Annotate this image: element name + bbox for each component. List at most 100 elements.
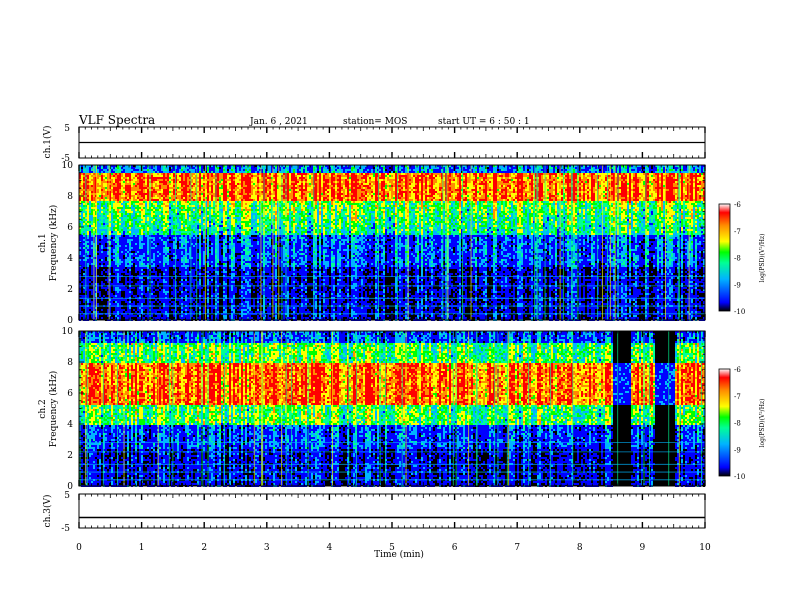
- spectrogram-cell: [129, 219, 131, 221]
- spectrogram-cell: [105, 221, 107, 223]
- spectrogram-cell: [125, 227, 127, 229]
- spectrogram-cell: [89, 211, 91, 213]
- spectrogram-cell: [143, 203, 145, 205]
- spectrogram-cell: [87, 253, 89, 255]
- spectrogram-cell: [103, 193, 105, 195]
- spectrogram-cell: [101, 193, 103, 195]
- spectrogram-cell: [89, 175, 91, 177]
- spectrogram-cell: [103, 203, 105, 205]
- spectrogram-cell: [101, 229, 103, 231]
- spectrogram-cell: [129, 289, 131, 291]
- spectrogram-cell: [111, 221, 113, 223]
- spectrogram-cell: [143, 241, 145, 243]
- spectrogram-cell: [83, 261, 85, 263]
- spectrogram-cell: [101, 299, 103, 301]
- spectrogram-cell: [81, 221, 83, 223]
- spectrogram-cell: [91, 303, 93, 305]
- spectrogram-cell: [83, 235, 85, 237]
- spectrogram-cell: [133, 189, 135, 191]
- spectrogram-cell: [141, 253, 143, 255]
- spectrogram-cell: [117, 309, 119, 311]
- spectrogram-cell: [139, 217, 141, 219]
- spectrogram-cell: [129, 263, 131, 265]
- spectrogram-cell: [129, 183, 131, 185]
- spectrogram-cell: [111, 303, 113, 305]
- spectrogram-cell: [127, 203, 129, 205]
- spectrogram-cell: [105, 183, 107, 185]
- spectrogram-cell: [119, 203, 121, 205]
- spectrogram-cell: [125, 183, 127, 185]
- spectrogram-cell: [115, 171, 117, 173]
- spectrogram-cell: [137, 283, 139, 285]
- spectrogram-cell: [89, 171, 91, 173]
- spectrogram-cell: [135, 181, 137, 183]
- spectrogram-cell: [87, 173, 89, 175]
- spectrogram-cell: [97, 209, 99, 211]
- spectrogram-cell: [135, 311, 137, 313]
- spectrogram-cell: [115, 251, 117, 253]
- figure-title: VLF Spectra: [78, 113, 155, 127]
- spectrogram-cell: [119, 181, 121, 183]
- spectrogram-cell: [143, 243, 145, 245]
- spectrogram-cell: [127, 209, 129, 211]
- spectrogram-cell: [129, 217, 131, 219]
- spectrogram-cell: [117, 245, 119, 247]
- spectrogram-cell: [139, 253, 141, 255]
- spectrogram-cell: [121, 197, 123, 199]
- spectrogram-cell: [83, 197, 85, 199]
- spectrogram-cell: [143, 197, 145, 199]
- spectrogram-cell: [113, 177, 115, 179]
- spectrogram-cell: [119, 281, 121, 283]
- spectrogram-cell: [117, 237, 119, 239]
- spectrogram-cell: [127, 241, 129, 243]
- spectrogram-cell: [131, 225, 133, 227]
- spectrogram-cell: [117, 203, 119, 205]
- spectrogram-cell: [103, 215, 105, 217]
- spectrogram-cell: [111, 223, 113, 225]
- spectrogram-cell: [133, 253, 135, 255]
- spectrogram-cell: [113, 169, 115, 171]
- spectrogram-cell: [125, 239, 127, 241]
- spectrogram-cell: [117, 249, 119, 251]
- spectrogram-cell: [87, 301, 89, 303]
- spectrogram-cell: [139, 215, 141, 217]
- spectrogram-cell: [91, 289, 93, 291]
- spectrogram-cell: [119, 221, 121, 223]
- spectrogram-cell: [117, 235, 119, 237]
- spectrogram-cell: [127, 255, 129, 257]
- spectrogram-cell: [91, 199, 93, 201]
- spectrogram-cell: [111, 283, 113, 285]
- spectrogram-cell: [87, 217, 89, 219]
- spectrogram-cell: [135, 217, 137, 219]
- spectrogram-cell: [115, 169, 117, 171]
- spectrogram-cell: [121, 227, 123, 229]
- spectrogram-cell: [129, 227, 131, 229]
- spectrogram-cell: [127, 235, 129, 237]
- spectrogram-cell: [131, 185, 133, 187]
- spectrogram-cell: [125, 273, 127, 275]
- spectrogram-cell: [131, 255, 133, 257]
- spectrogram-cell: [89, 247, 91, 249]
- spectrogram-cell: [119, 183, 121, 185]
- spectrogram-cell: [97, 187, 99, 189]
- spectrogram-cell: [105, 237, 107, 239]
- spectrogram-cell: [139, 239, 141, 241]
- spectrogram-cell: [137, 247, 139, 249]
- spectrogram-cell: [139, 251, 141, 253]
- spectrogram-cell: [115, 199, 117, 201]
- spectrogram-cell: [91, 171, 93, 173]
- spectrogram-cell: [105, 251, 107, 253]
- spectrogram-cell: [125, 311, 127, 313]
- spectrogram-cell: [119, 219, 121, 221]
- spectrogram-cell: [113, 279, 115, 281]
- spectrogram-cell: [143, 271, 145, 273]
- spectrogram-cell: [127, 169, 129, 171]
- spectrogram-cell: [141, 193, 143, 195]
- spectrogram-cell: [111, 289, 113, 291]
- spectrogram-cell: [129, 247, 131, 249]
- spectrogram-cell: [123, 199, 125, 201]
- spectrogram-cell: [141, 277, 143, 279]
- spectrogram-cell: [135, 249, 137, 251]
- spectrogram-cell: [91, 239, 93, 241]
- spectrogram-cell: [129, 257, 131, 259]
